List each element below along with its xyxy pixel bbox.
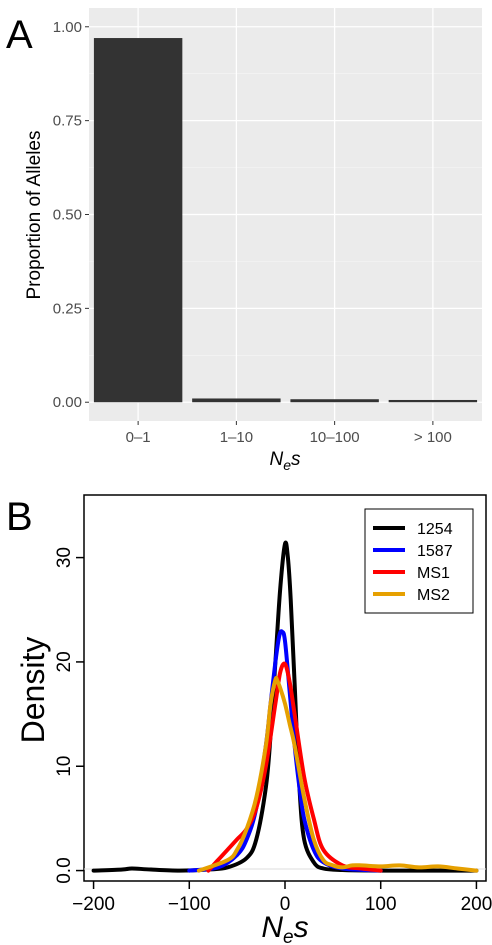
panel-a-y-axis-label: Proportion of Alleles — [24, 131, 45, 300]
bar — [192, 398, 281, 403]
y-tick-label: 1.00 — [53, 19, 82, 36]
x-tick-label: 1–10 — [220, 429, 253, 446]
panel-b-x-ticks: −200 −100 0 100 200 — [72, 881, 492, 915]
x-tick-label: 0 — [280, 894, 291, 915]
legend-label: 1587 — [417, 543, 453, 560]
legend-label: MS1 — [417, 565, 450, 582]
y-tick-label: 30 — [54, 547, 75, 568]
series-line — [196, 675, 479, 873]
bar — [388, 399, 478, 403]
panel-b-y-ticks: 0.0 10 20 30 — [54, 547, 84, 884]
panel-b-legend: 1254 1587 MS1 MS2 — [364, 508, 474, 614]
panel-letter-a: A — [6, 13, 33, 57]
panel-a-x-axis-label: Nes — [269, 449, 301, 473]
panel-b-x-axis-label-sub: e — [283, 927, 294, 945]
panel-b-lines — [91, 540, 479, 873]
legend-label: 1254 — [417, 521, 453, 538]
x-tick-label: −200 — [72, 894, 115, 915]
panel-a-x-axis-label-tail: s — [291, 449, 301, 470]
series-line — [91, 540, 479, 873]
series-line — [187, 629, 383, 873]
y-tick-label: 0.25 — [53, 300, 82, 317]
panel-b-y-axis-label: Density — [15, 637, 51, 744]
panel-b-x-axis-label: Nes — [261, 911, 308, 945]
y-tick-label: 0.75 — [53, 113, 82, 130]
x-tick-label: > 100 — [414, 429, 452, 446]
panel-a-x-axis-label-main: N — [269, 449, 283, 470]
x-tick-label: −100 — [168, 894, 211, 915]
panel-b-x-axis-label-main: N — [261, 911, 283, 944]
x-tick-label: 100 — [365, 894, 397, 915]
bar — [93, 38, 183, 403]
panel-a-y-ticks: 0.00 0.25 0.50 0.75 1.00 — [53, 19, 89, 411]
panel-a-x-ticks: 0–1 1–10 10–100 > 100 — [126, 421, 452, 446]
panel-b-x-axis-label-tail: s — [294, 911, 309, 944]
bar — [290, 399, 379, 403]
series-line — [206, 661, 383, 873]
y-tick-label: 0.00 — [53, 394, 82, 411]
chart-a: A 0.00 0.25 0.50 0.75 1.00 0–1 1–10 10–100 > 10… — [6, 8, 482, 473]
legend-label: MS2 — [417, 587, 450, 604]
panel-a-bars — [93, 38, 478, 403]
x-tick-label: 200 — [461, 894, 492, 915]
x-tick-label: 10–100 — [310, 429, 360, 446]
y-tick-label: 0.0 — [54, 857, 75, 883]
panel-letter-b: B — [6, 495, 33, 539]
y-tick-label: 20 — [54, 651, 75, 672]
panel-a-x-axis-label-sub: e — [283, 457, 291, 473]
y-tick-label: 0.50 — [53, 207, 82, 224]
x-tick-label: 0–1 — [126, 429, 151, 446]
y-tick-label: 10 — [54, 756, 75, 777]
